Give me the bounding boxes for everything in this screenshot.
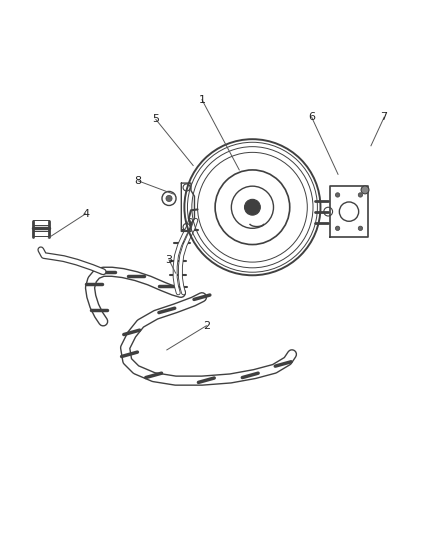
Circle shape: [335, 226, 339, 230]
Text: 2: 2: [202, 321, 209, 331]
Text: 4: 4: [82, 209, 89, 219]
Circle shape: [357, 226, 362, 230]
Circle shape: [360, 186, 368, 194]
Text: 8: 8: [134, 176, 141, 186]
Circle shape: [244, 199, 260, 215]
Text: 7: 7: [380, 112, 387, 122]
Circle shape: [335, 193, 339, 197]
Text: 5: 5: [152, 115, 159, 124]
Text: 6: 6: [307, 112, 314, 122]
Circle shape: [357, 193, 362, 197]
Text: 3: 3: [165, 255, 172, 265]
Text: 1: 1: [198, 95, 205, 104]
Circle shape: [166, 196, 172, 201]
